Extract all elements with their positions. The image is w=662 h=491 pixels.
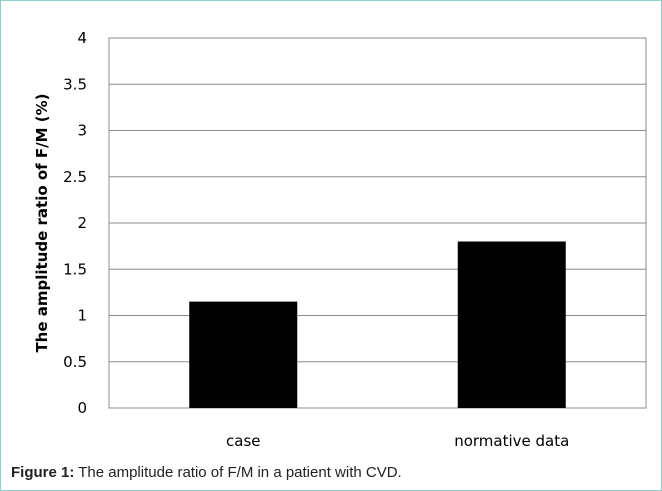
category-labels: case normative data: [226, 432, 569, 450]
bar-normative-data: [457, 241, 566, 408]
y-tick-label: 2: [77, 214, 87, 232]
y-tick-label: 1.5: [63, 260, 87, 278]
y-tick-label: 4: [77, 29, 87, 47]
y-tick-labels: 0 0.5 1 1.5 2 2.5 3 3.5 4: [63, 29, 87, 417]
bar-chart: 0 0.5 1 1.5 2 2.5 3 3.5 4 case normative data The…: [33, 29, 647, 450]
y-tick-label: 3.5: [63, 75, 87, 93]
bar-case: [189, 301, 298, 408]
y-tick-label: 2.5: [63, 168, 87, 186]
bars: [189, 241, 566, 408]
y-tick-label: 0: [77, 399, 87, 417]
y-tick-label: 0.5: [63, 353, 87, 371]
caption-label: Figure 1:: [11, 464, 75, 481]
y-axis-label: The amplitude ratio of F/M (%): [33, 93, 51, 352]
category-label: normative data: [454, 432, 569, 450]
y-tick-label: 3: [77, 122, 87, 140]
category-label: case: [226, 432, 260, 450]
figure-caption: Figure 1: The amplitude ratio of F/M in …: [11, 464, 402, 481]
y-tick-label: 1: [77, 307, 87, 325]
caption-text: The amplitude ratio of F/M in a patient …: [74, 464, 402, 481]
